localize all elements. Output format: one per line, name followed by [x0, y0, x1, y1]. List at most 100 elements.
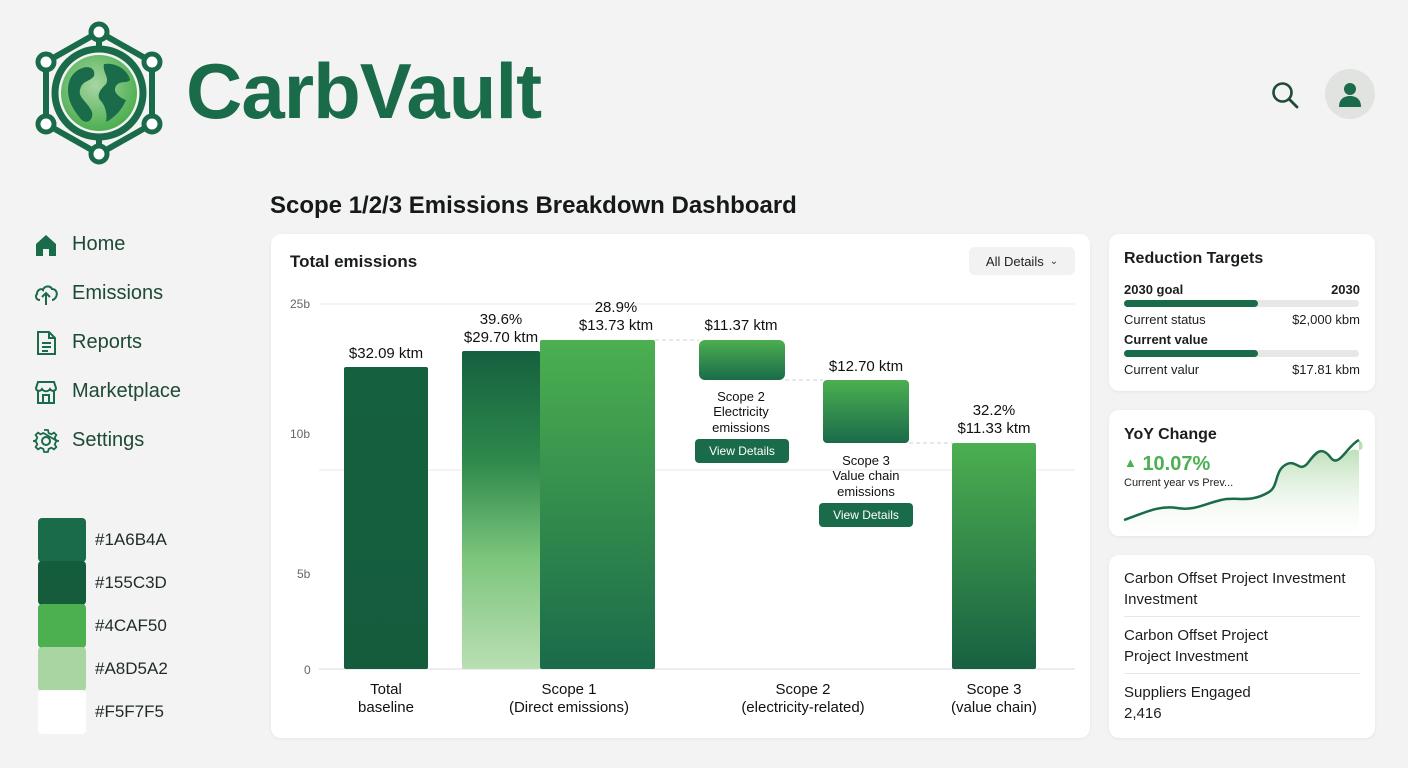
hex-label: #1A6B4A — [95, 529, 167, 549]
current-label: Current value — [1124, 332, 1208, 347]
search-icon — [1272, 82, 1299, 109]
brand-name: CarbVault — [186, 47, 542, 135]
x-category-label: Total — [370, 681, 402, 698]
swatch-row: #A8D5A2 — [38, 646, 168, 691]
current2-value: $17.81 kbm — [1292, 362, 1360, 377]
annotation-text: Scope 3 — [842, 453, 890, 468]
status-label: Current status — [1124, 312, 1206, 327]
x-category-label: (electricity-related) — [741, 699, 864, 716]
bar-total-baseline — [344, 367, 428, 669]
goal-value: 2030 — [1331, 282, 1360, 297]
swatch-row: #1A6B4A — [38, 517, 168, 562]
color-palette: #1A6B4A #155C3D #4CAF50 #A8D5A2 #F5F7F5 — [38, 517, 168, 734]
list-item-line2: Project Investment — [1124, 648, 1249, 665]
sidebar-item-emissions[interactable]: Emissions — [32, 269, 242, 318]
panel-title: YoY Change — [1124, 426, 1217, 443]
status-row: Current status $2,000 kbm — [1124, 312, 1360, 327]
view-details-label: View Details — [833, 508, 899, 522]
view-details-label: View Details — [709, 444, 775, 458]
bar-scope2-electricity — [699, 340, 785, 380]
sidebar-item-marketplace[interactable]: Marketplace — [32, 367, 242, 416]
hex-label: #4CAF50 — [95, 615, 167, 635]
hex-label: #F5F7F5 — [95, 701, 164, 721]
swatch-row: #155C3D — [38, 560, 168, 605]
offsets-panel: Carbon Offset Project Investment Investm… — [1109, 555, 1375, 738]
list-item-line2: 2,416 — [1124, 705, 1162, 722]
gear-icon — [32, 427, 60, 455]
search-button[interactable] — [1266, 76, 1304, 114]
current2-label: Current valur — [1124, 362, 1200, 377]
color-swatch — [38, 560, 86, 605]
view-details-button-scope3[interactable]: View Details — [819, 503, 913, 527]
list-item[interactable]: Carbon Offset Project Project Investment — [1124, 625, 1360, 667]
list-item-line2: Investment — [1124, 591, 1198, 608]
current2-row: Current valur $17.81 kbm — [1124, 362, 1360, 377]
data-label-pct: 32.2% — [973, 402, 1016, 419]
document-icon — [32, 329, 60, 357]
emissions-waterfall-chart: 25b 10b 5b 0 $32.09 ktm 39.6% $29.70 ktm… — [290, 297, 1075, 716]
swatch-row: #4CAF50 — [38, 603, 168, 648]
sidebar-item-home[interactable]: Home — [32, 220, 242, 269]
data-label: $11.33 ktm — [957, 420, 1030, 437]
annotation-text: emissions — [837, 484, 895, 499]
x-category-label: Scope 2 — [775, 681, 830, 698]
home-icon — [32, 231, 60, 259]
chart-title: Total emissions — [290, 252, 418, 271]
user-icon — [1339, 83, 1361, 107]
list-item-line1: Carbon Offset Project — [1124, 627, 1268, 644]
sidebar-item-reports[interactable]: Reports — [32, 318, 242, 367]
yoy-value-text: 10.07% — [1142, 453, 1211, 475]
yoy-change-panel: YoY Change ▲ 10.07% Current year vs Prev… — [1109, 410, 1375, 536]
dropdown-label: All Details — [985, 253, 1044, 269]
list-item-line1: Suppliers Engaged — [1124, 684, 1251, 701]
data-label-pct: 28.9% — [595, 299, 638, 316]
page-title: Scope 1/2/3 Emissions Breakdown Dashboar… — [270, 192, 797, 219]
sidebar-item-settings[interactable]: Settings — [32, 416, 242, 465]
color-swatch — [38, 646, 86, 691]
hex-label: #A8D5A2 — [95, 658, 168, 678]
all-details-dropdown[interactable]: All Details ⌄ — [969, 247, 1075, 275]
sidebar-item-label: Home — [72, 233, 126, 255]
x-category-label: baseline — [358, 699, 414, 716]
swatch-row: #F5F7F5 — [38, 689, 168, 734]
yoy-value: ▲ 10.07% — [1124, 453, 1210, 476]
list-item[interactable]: Suppliers Engaged 2,416 — [1124, 682, 1360, 724]
cloud-upload-icon — [32, 280, 60, 308]
goal-row: 2030 goal 2030 — [1124, 282, 1360, 297]
emissions-chart-card: 25b 10b 5b 0 $32.09 ktm 39.6% $29.70 ktm… — [271, 234, 1090, 738]
annotation-text: Electricity — [713, 404, 769, 419]
status-value: $2,000 kbm — [1292, 312, 1360, 327]
data-label-pct: 39.6% — [480, 311, 523, 328]
annotation-text: emissions — [712, 420, 770, 435]
sidebar-item-label: Settings — [72, 429, 145, 451]
annotation-text: Scope 2 — [717, 389, 765, 404]
list-item-line1: Carbon Offset Project Investment — [1124, 570, 1346, 587]
view-details-button-scope2[interactable]: View Details — [695, 439, 789, 463]
color-swatch — [38, 689, 86, 734]
divider — [1124, 673, 1360, 674]
divider — [1124, 616, 1360, 617]
data-label: $13.73 ktm — [579, 317, 653, 334]
current-progress-bar — [1124, 350, 1359, 357]
data-label: $32.09 ktm — [349, 345, 423, 362]
goal-label: 2030 goal — [1124, 282, 1184, 297]
sidebar: Home Emissions Reports Marketplace Setti… — [32, 220, 242, 465]
panel-title: Reduction Targets — [1124, 250, 1264, 267]
avatar[interactable] — [1325, 69, 1375, 119]
sidebar-item-label: Emissions — [72, 282, 164, 304]
x-category-label: (value chain) — [951, 699, 1037, 716]
store-icon — [32, 378, 60, 406]
x-category-label: Scope 3 — [966, 681, 1021, 698]
yoy-subtitle: Current year vs Prev... — [1124, 477, 1234, 489]
list-item[interactable]: Carbon Offset Project Investment Investm… — [1124, 568, 1360, 610]
current-row: Current value — [1124, 332, 1360, 347]
color-swatch — [38, 603, 86, 648]
hex-label: #155C3D — [95, 572, 167, 592]
sidebar-item-label: Marketplace — [72, 380, 181, 402]
x-category-label: Scope 1 — [541, 681, 596, 698]
sidebar-item-label: Reports — [72, 331, 143, 353]
bar-scope3-total — [952, 443, 1036, 669]
y-tick-label: 10b — [290, 427, 310, 441]
y-tick-label: 0 — [304, 663, 311, 677]
globe-network-logo-icon — [35, 21, 163, 165]
